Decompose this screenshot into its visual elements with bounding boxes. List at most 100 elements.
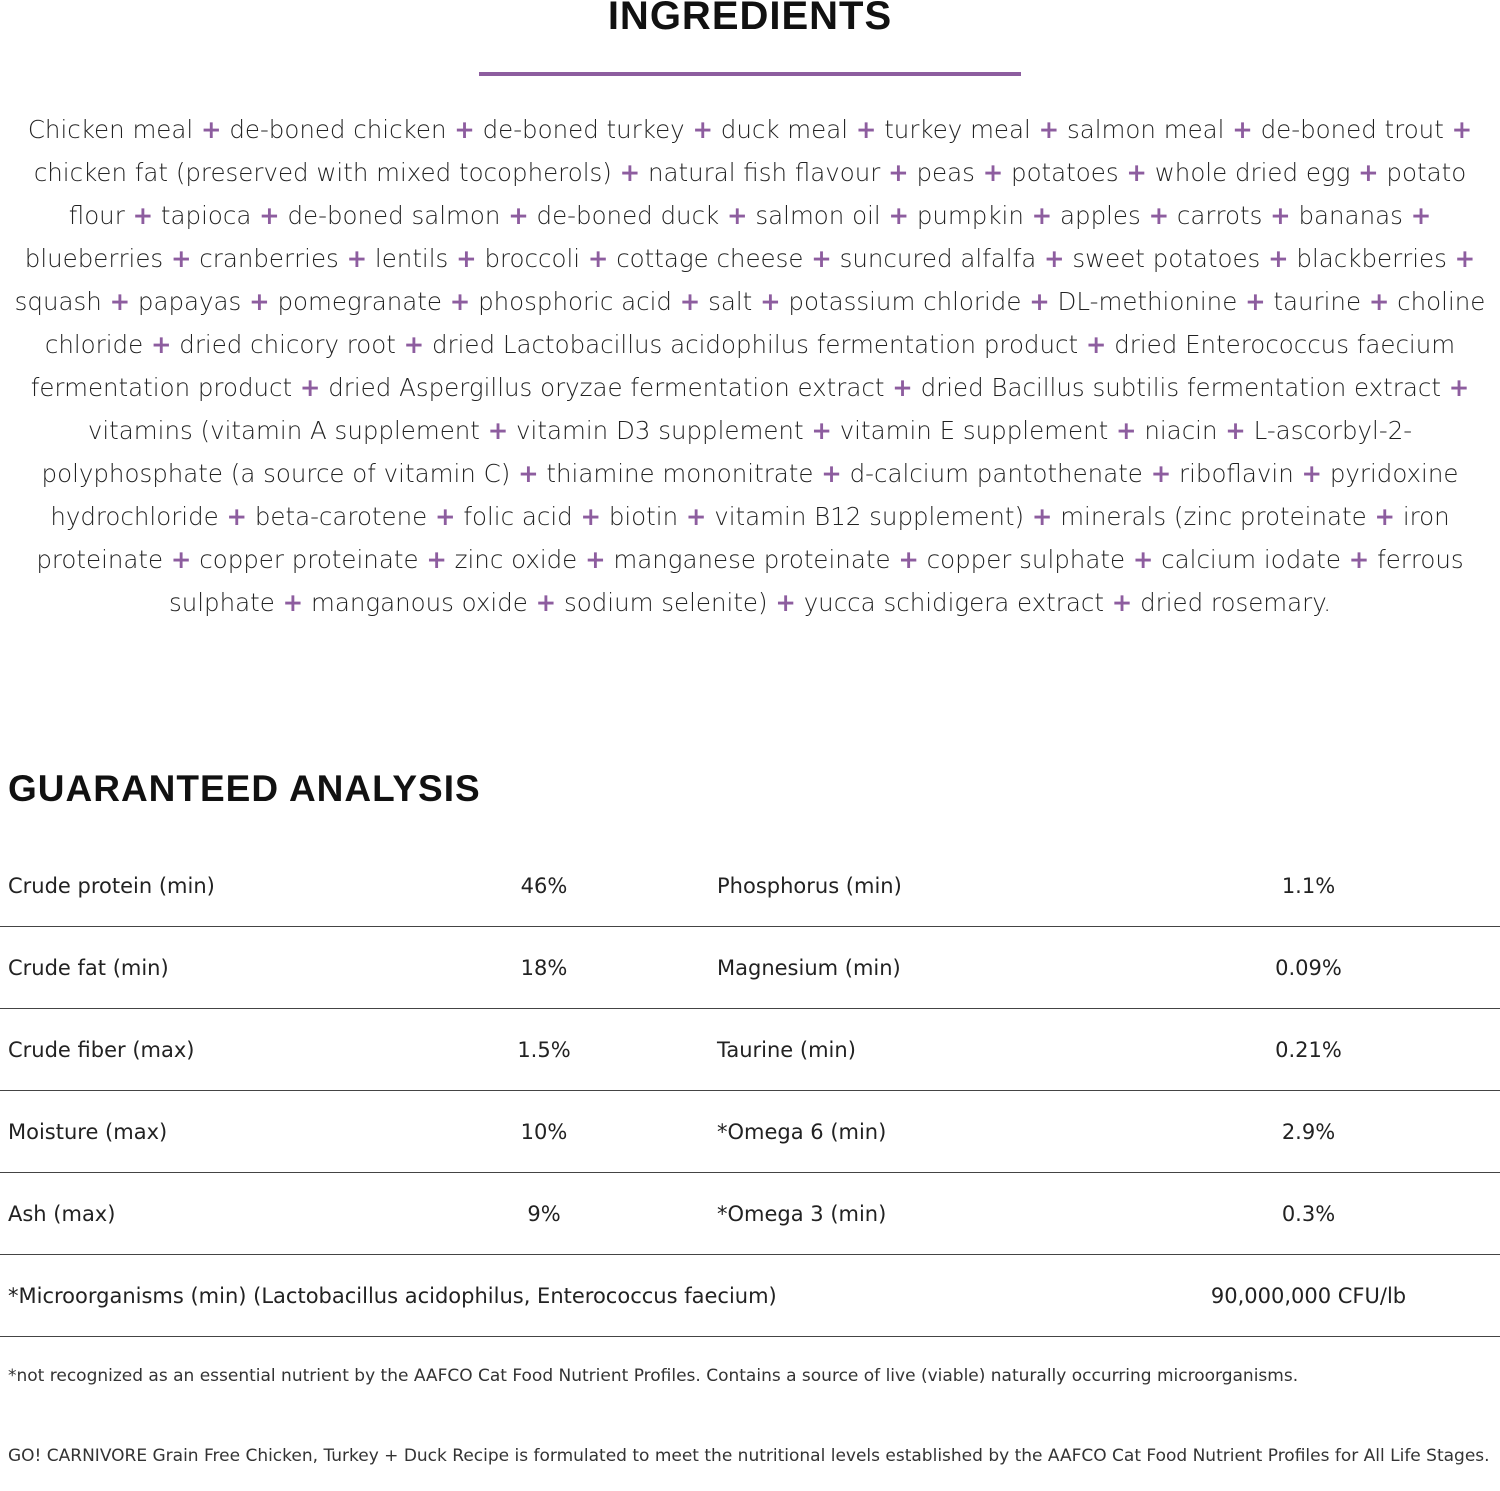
plus-separator: + [888,158,909,187]
plus-separator: + [249,287,270,316]
plus-separator: + [1029,287,1050,316]
nutrient-label: Crude protein (min) [0,845,460,927]
ingredient: taurine [1273,287,1362,316]
ingredient: thiamine mononitrate [546,459,814,488]
plus-separator: + [132,201,154,230]
ingredient: dried chicory root [179,330,396,359]
ingredient: potassium chloride [788,287,1022,316]
ingredient: turkey meal [884,115,1031,144]
ingredient: choline chloride [44,287,1486,359]
plus-separator: + [1451,115,1473,144]
nutrient-value: 1.1% [1117,845,1500,927]
nutrient-label: *Omega 3 (min) [628,1172,1117,1255]
plus-separator: + [508,201,529,230]
ingredient: carrots [1176,201,1263,230]
nutrient-value: 0.09% [1117,926,1500,1009]
nutrient-value: 10% [460,1090,628,1173]
ingredient: natural fish flavour [647,158,881,187]
guaranteed-analysis-heading: GUARANTEED ANALYSIS [8,768,481,809]
plus-separator: + [892,373,913,402]
ingredient: salmon oil [755,201,881,230]
plus-separator: + [170,244,192,273]
plus-separator: + [580,502,602,531]
plus-separator: + [426,545,447,574]
analysis-row-microorganisms: *Microorganisms (min) (Lactobacillus aci… [0,1254,1500,1337]
plus-separator: + [1268,244,1289,273]
guaranteed-analysis-table: Crude protein (min) 46% Phosphorus (min) 1.… [0,845,1500,1337]
ingredient: duck meal [720,115,849,144]
nutrient-value: 2.9% [1117,1090,1500,1173]
plus-separator: + [727,201,748,230]
plus-separator: + [282,588,304,617]
nutrient-label: *Omega 6 (min) [628,1090,1117,1173]
nutrient-value: 18% [460,926,628,1009]
plus-separator: + [449,287,471,316]
plus-separator: + [435,502,456,531]
ingredient: pomegranate [277,287,442,316]
ingredient: whole dried egg [1154,158,1351,187]
plus-separator: + [346,244,368,273]
analysis-row: Crude fat (min) 18% Magnesium (min) 0.09% [0,926,1500,1009]
plus-separator: + [1301,459,1323,488]
plus-separator: + [821,459,842,488]
plus-separator: + [685,502,707,531]
ingredient: yucca schidigera extract [803,588,1104,617]
ingredient: blackberries [1296,244,1447,273]
ingredient: phosphoric acid [478,287,672,316]
nutrient-label: Magnesium (min) [628,926,1117,1009]
plus-separator: + [1148,201,1170,230]
plus-separator: + [454,115,475,144]
ingredient: peas [916,158,975,187]
ingredient: pumpkin [916,201,1024,230]
nutrient-value: 0.21% [1117,1008,1500,1091]
plus-separator: + [1368,287,1390,316]
nutrient-label: Taurine (min) [628,1008,1117,1091]
nutrient-label: Ash (max) [0,1172,460,1255]
ingredients-list: Chicken meal + de-boned chicken + de-bon… [6,108,1494,624]
nutrient-label: Crude fat (min) [0,926,460,1009]
plus-separator: + [855,115,877,144]
plus-separator: + [692,115,713,144]
ingredient: dried Bacillus subtilis fermentation ext… [920,373,1441,402]
plus-separator: + [259,201,280,230]
ingredient: de-boned duck [536,201,720,230]
ingredient: riboflavin [1179,459,1294,488]
ingredient: bananas [1298,201,1403,230]
plus-separator: + [1454,244,1476,273]
plus-separator: + [109,287,131,316]
ingredient: folic acid [463,502,573,531]
plus-separator: + [619,158,641,187]
plus-separator: + [201,115,222,144]
ingredient: biotin [608,502,679,531]
plus-separator: + [456,244,477,273]
ingredient: broccoli [484,244,581,273]
ingredient: sodium selenite) [563,588,768,617]
plus-separator: + [1374,502,1396,531]
ingredient: de-boned chicken [229,115,447,144]
ingredient: dried Aspergillus oryzae fermentation ex… [328,373,885,402]
ingredient: vitamins (vitamin A supplement [87,416,480,445]
ingredient: iron proteinate [36,502,1450,574]
ingredient: niacin [1144,416,1218,445]
plus-separator: + [1245,287,1266,316]
ingredient: sweet potatoes [1072,244,1261,273]
plus-separator: + [1126,158,1147,187]
ingredient: d-calcium pantothenate [849,459,1143,488]
plus-separator: + [1111,588,1133,617]
nutrient-label: Moisture (max) [0,1090,460,1173]
ingredient: potato flour [68,158,1467,230]
ingredient: blueberries [24,244,164,273]
nutrient-value: 1.5% [460,1008,628,1091]
plus-separator: + [487,416,509,445]
ingredient: de-boned trout [1260,115,1444,144]
plus-separator: + [1038,115,1060,144]
ingredient: L-ascorbyl-2-polyphosphate (a source of … [41,416,1413,488]
ingredient: papayas [137,287,242,316]
ingredient: lentils [374,244,449,273]
plus-separator: + [1044,244,1065,273]
plus-separator: + [403,330,425,359]
plus-separator: + [587,244,609,273]
ingredient: DL-methionine [1057,287,1238,316]
nutrient-value: 0.3% [1117,1172,1500,1255]
ingredient: Chicken meal [27,115,194,144]
